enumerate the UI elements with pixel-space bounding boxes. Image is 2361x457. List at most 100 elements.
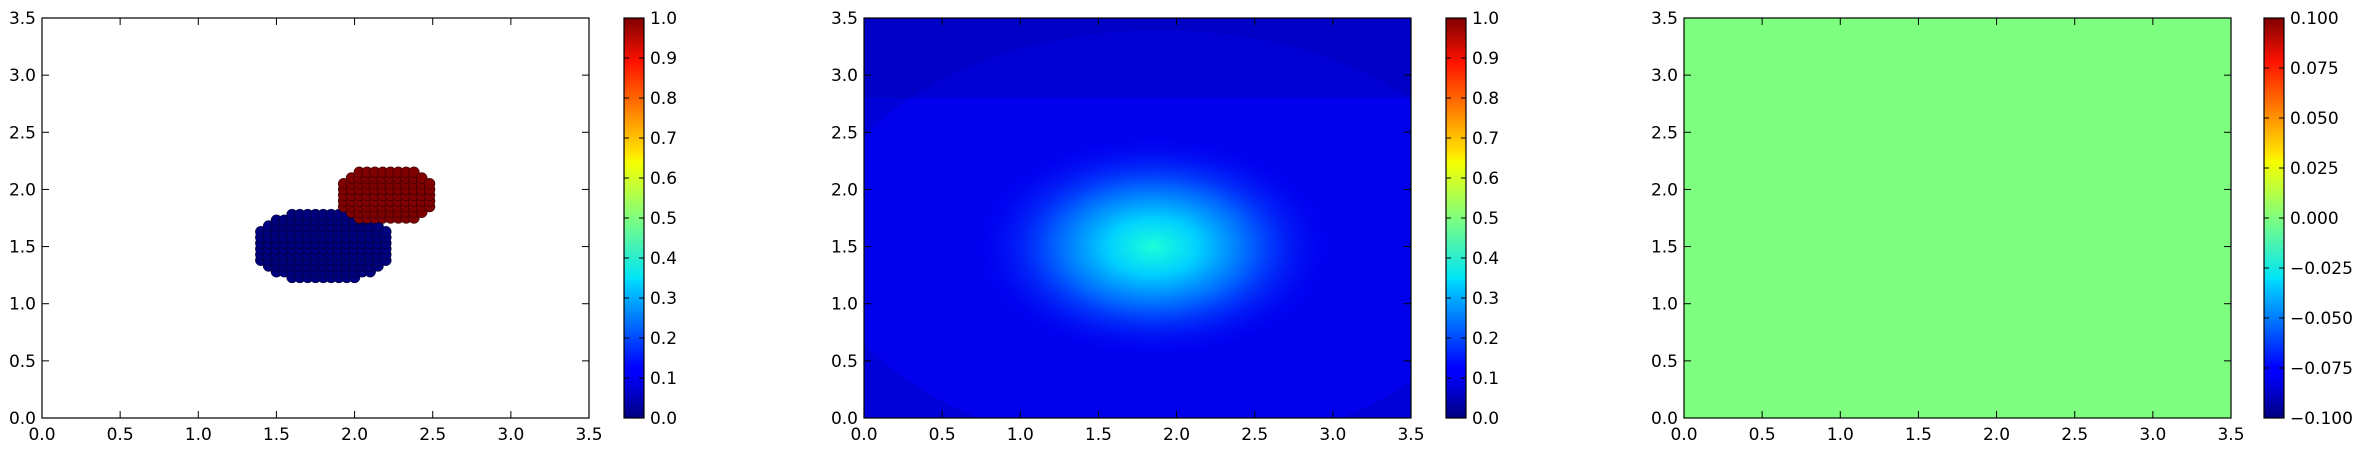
colorbar-tick-label: 0.025 — [2290, 159, 2339, 179]
x-tick-label: 3.0 — [1319, 425, 1346, 445]
y-tick-label: 1.5 — [831, 238, 858, 258]
colorbar-tick-label: 0.8 — [1472, 89, 1499, 109]
scatter-point — [423, 178, 436, 190]
y-tick-label: 0.5 — [1651, 352, 1678, 372]
colorbar-tick-label: 0.075 — [2290, 59, 2339, 79]
x-tick-label: 1.5 — [1085, 425, 1112, 445]
x-tick-label: 2.5 — [2061, 425, 2088, 445]
x-tick-label: 0.5 — [929, 425, 956, 445]
colorbar-tick-label: 0.9 — [650, 49, 677, 69]
x-tick-label: 0.5 — [107, 425, 134, 445]
x-tick-label: 3.0 — [497, 425, 524, 445]
x-tick-label: 1.5 — [1905, 425, 1932, 445]
colorbar-tick-label: −0.025 — [2290, 259, 2353, 279]
x-tick-label: 2.0 — [341, 425, 368, 445]
uniform-heatmap-panel: 0.0 0.5 1.0 1.5 2.0 2.5 3.0 3.5 0.0 0.5 1.0 1.5 2.0 2… — [1651, 9, 2353, 445]
x-tick-label: 0.0 — [850, 425, 877, 445]
y-tick-label: 1.0 — [831, 295, 858, 315]
x-tick-label: 3.0 — [2139, 425, 2166, 445]
heatmap-top-shade — [864, 18, 1411, 98]
y-tick-label: 0.0 — [9, 409, 36, 429]
colorbar-tick-label: 0.0 — [1472, 409, 1499, 429]
plot-frame — [1683, 17, 2232, 419]
colorbar-tick-label: 0.050 — [2290, 109, 2339, 129]
colorbar-tick-label: −0.100 — [2290, 409, 2353, 429]
colorbar-ticks: −0.100 −0.075 −0.050 −0.025 0.000 0.025 0.050 0… — [2264, 9, 2353, 429]
x-tick-label: 3.5 — [1397, 425, 1424, 445]
colorbar-ticks: 0.0 0.1 0.2 0.3 0.4 0.5 0.6 0.7 0.8 0.9 1.0 — [624, 9, 677, 429]
y-tick-label: 2.5 — [831, 123, 858, 143]
axes: 0.0 0.5 1.0 1.5 2.0 2.5 3.0 3.5 0.0 0.5 1.0 1.5 2.0 2… — [1651, 9, 2245, 445]
colorbar-tick-label: 0.100 — [2290, 9, 2339, 29]
x-tick-label: 2.5 — [419, 425, 446, 445]
plot-frame — [863, 17, 1412, 419]
y-tick-label: 1.0 — [1651, 295, 1678, 315]
y-tick-label: 3.0 — [831, 66, 858, 86]
heatmap-peak — [973, 134, 1334, 359]
y-tick-label: 3.0 — [9, 66, 36, 86]
axes: 0.0 0.5 1.0 1.5 2.0 2.5 3.0 3.5 0.0 0.5 1.0 1.5 2.0 2… — [9, 9, 603, 445]
scatter-point — [416, 172, 428, 184]
y-tick-label: 3.5 — [1651, 9, 1678, 29]
colorbar-tick-label: 1.0 — [650, 9, 677, 29]
y-tick-label: 1.0 — [9, 295, 36, 315]
axes: 0.0 0.5 1.0 1.5 2.0 2.5 3.0 3.5 0.0 0.5 1.0 1.5 2.0 2… — [831, 9, 1425, 445]
colorbar-tick-label: −0.075 — [2290, 359, 2353, 379]
scatter-point — [380, 226, 392, 238]
colorbar-tick-label: 0.6 — [650, 169, 677, 189]
colorbar-tick-label: 0.2 — [1472, 329, 1499, 349]
scatter-panel: 0.0 0.5 1.0 1.5 2.0 2.5 3.0 3.5 0.0 0.5 1.0 1.5 2.0 2… — [9, 9, 677, 445]
scatter-point — [408, 166, 420, 178]
colorbar-tick-label: 0.4 — [1472, 249, 1499, 269]
colorbar-tick-label: 0.2 — [650, 329, 677, 349]
colorbar-tick-label: 1.0 — [1472, 9, 1499, 29]
colorbar-tick-label: 0.7 — [650, 129, 677, 149]
y-tick-label: 3.5 — [9, 9, 36, 29]
colorbar-tick-label: 0.6 — [1472, 169, 1499, 189]
y-tick-label: 0.0 — [1651, 409, 1678, 429]
y-tick-label: 1.5 — [1651, 238, 1678, 258]
x-tick-label: 1.5 — [263, 425, 290, 445]
y-tick-label: 3.5 — [831, 9, 858, 29]
x-tick-label: 2.0 — [1163, 425, 1190, 445]
x-tick-label: 2.0 — [1983, 425, 2010, 445]
colorbar-tick-label: 0.7 — [1472, 129, 1499, 149]
y-tick-label: 2.0 — [9, 180, 36, 200]
plot-frame — [41, 17, 590, 419]
x-tick-label: 2.5 — [1241, 425, 1268, 445]
y-tick-label: 2.0 — [831, 180, 858, 200]
colorbar-ticks: 0.0 0.1 0.2 0.3 0.4 0.5 0.6 0.7 0.8 0.9 1.0 — [1446, 9, 1499, 429]
y-tick-label: 3.0 — [1651, 66, 1678, 86]
colorbar-tick-label: 0.0 — [650, 409, 677, 429]
y-tick-label: 2.5 — [9, 123, 36, 143]
colorbar-tick-label: 0.5 — [650, 209, 677, 229]
x-tick-label: 0.5 — [1749, 425, 1776, 445]
x-tick-label: 3.5 — [2217, 425, 2244, 445]
uniform-field — [1684, 18, 2231, 418]
colorbar-tick-label: 0.5 — [1472, 209, 1499, 229]
colorbar-tick-label: 0.3 — [1472, 289, 1499, 309]
y-tick-label: 0.5 — [831, 352, 858, 372]
x-tick-label: 1.0 — [185, 425, 212, 445]
x-tick-label: 1.0 — [1827, 425, 1854, 445]
colorbar-tick-label: 0.8 — [650, 89, 677, 109]
colorbar-tick-label: 0.000 — [2290, 209, 2339, 229]
y-tick-label: 0.0 — [831, 409, 858, 429]
scatter-points — [255, 166, 436, 284]
y-tick-label: 2.5 — [1651, 123, 1678, 143]
y-tick-label: 1.5 — [9, 238, 36, 258]
colorbar-tick-label: 0.9 — [1472, 49, 1499, 69]
x-tick-label: 0.0 — [28, 425, 55, 445]
x-tick-label: 1.0 — [1007, 425, 1034, 445]
colorbar-tick-label: 0.4 — [650, 249, 677, 269]
x-tick-label: 0.0 — [1670, 425, 1697, 445]
colorbar-tick-label: 0.3 — [650, 289, 677, 309]
colorbar-tick-label: −0.050 — [2290, 309, 2353, 329]
colorbar-tick-label: 0.1 — [650, 369, 677, 389]
y-tick-label: 0.5 — [9, 352, 36, 372]
colorbar-tick-label: 0.1 — [1472, 369, 1499, 389]
y-tick-label: 2.0 — [1651, 180, 1678, 200]
heatmap-panel: 0.0 0.5 1.0 1.5 2.0 2.5 3.0 3.5 0.0 0.5 1.0 1.5 2.0 2… — [831, 9, 1499, 445]
x-tick-label: 3.5 — [575, 425, 602, 445]
